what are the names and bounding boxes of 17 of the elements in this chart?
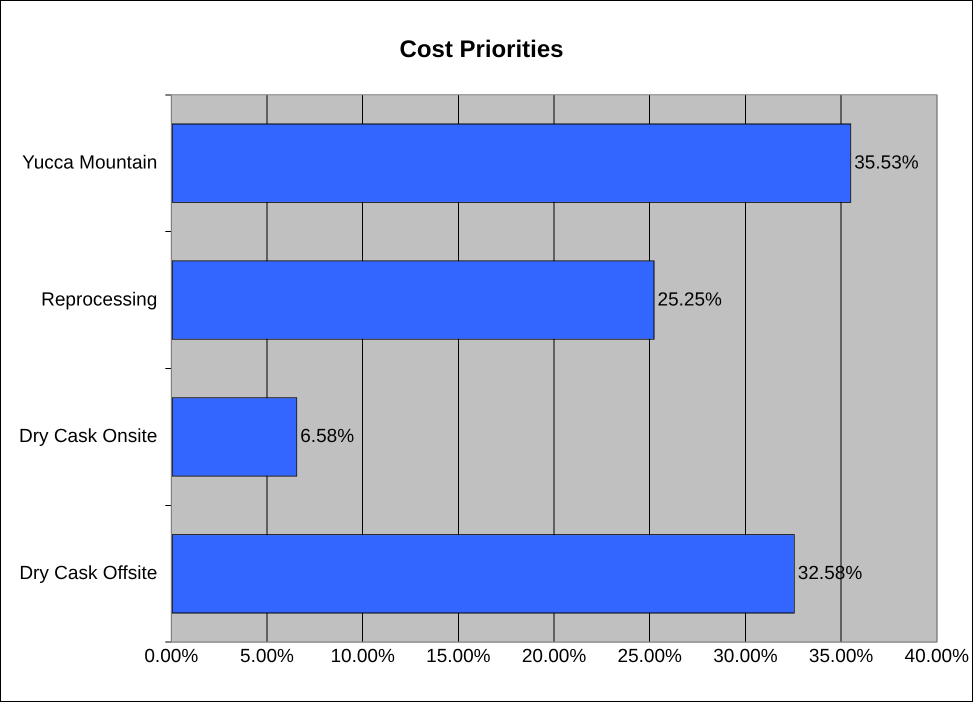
x-tick-label: 25.00% [618,646,682,667]
x-tick-label: 40.00% [904,646,970,667]
x-tick-label: 10.00% [330,646,395,667]
x-tick-label: 35.00% [808,646,874,667]
x-tick-label: 15.00% [426,646,491,667]
data-label: 25.25% [658,289,722,310]
x-tick-label: 20.00% [522,646,586,667]
y-tick-label: Reprocessing [41,289,158,310]
y-tick-label: Yucca Mountain [22,152,158,174]
data-label: 35.53% [854,152,919,174]
x-tick-label: 0.00% [144,646,198,667]
chart-title: Cost Priorities [399,36,564,64]
y-tick-label: Dry Cask Onsite [18,426,158,448]
x-tick-label: 5.00% [240,646,294,667]
x-tick-label: 30.00% [713,646,778,667]
y-tick-label: Dry Cask Offsite [19,563,158,584]
data-label: 6.58% [300,426,354,448]
